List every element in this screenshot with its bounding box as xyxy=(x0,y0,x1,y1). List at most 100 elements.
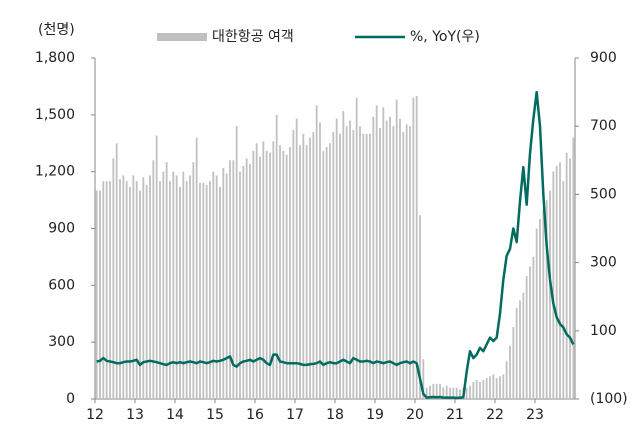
x-tick-label: 21 xyxy=(446,407,464,423)
bar xyxy=(265,150,268,399)
bar xyxy=(279,145,281,399)
bar xyxy=(102,181,105,399)
bar xyxy=(282,150,285,399)
bar xyxy=(405,124,408,400)
bar xyxy=(522,292,525,399)
y-tick-label: 1,200 xyxy=(35,164,75,180)
bar xyxy=(395,99,398,399)
bar xyxy=(289,147,291,399)
bar xyxy=(342,111,345,400)
bar xyxy=(172,171,175,399)
x-tick-label: 20 xyxy=(406,407,424,423)
bar xyxy=(305,145,308,399)
bar xyxy=(352,129,355,399)
bar xyxy=(219,186,221,399)
bar xyxy=(245,158,248,399)
bar xyxy=(355,97,358,400)
bar xyxy=(239,171,241,399)
bar xyxy=(369,133,371,399)
bar xyxy=(112,158,115,399)
bar xyxy=(375,105,378,399)
bar xyxy=(502,374,505,399)
bar xyxy=(329,143,331,399)
bar xyxy=(189,175,191,399)
bar xyxy=(389,116,391,399)
x-tick-label: 19 xyxy=(366,407,384,423)
bar xyxy=(205,184,208,399)
legend-swatch xyxy=(157,33,207,41)
bar xyxy=(452,387,455,399)
bar xyxy=(532,256,535,399)
x-tick-label: 22 xyxy=(486,407,504,423)
bar xyxy=(285,154,288,399)
x-tick-label: 14 xyxy=(166,407,184,423)
y-axis-title: (천명) xyxy=(38,22,75,38)
bar xyxy=(559,162,561,399)
bar xyxy=(495,378,498,399)
bar xyxy=(249,164,251,399)
bar xyxy=(179,186,181,399)
bar xyxy=(252,150,255,399)
x-tick-label: 18 xyxy=(326,407,344,423)
bar xyxy=(152,160,155,399)
legend-label: %, YoY(우) xyxy=(410,29,480,45)
bar xyxy=(429,385,431,399)
bar xyxy=(432,383,435,399)
bar xyxy=(512,327,515,399)
y2-tick-label: 900 xyxy=(590,50,617,66)
bar xyxy=(142,177,145,399)
bar xyxy=(435,383,438,399)
bar xyxy=(165,162,168,399)
x-tick-label: 17 xyxy=(286,407,304,423)
bar xyxy=(455,387,458,399)
bar xyxy=(225,173,228,399)
legend-label: 대한항공 여객 xyxy=(212,29,294,45)
bar xyxy=(529,266,531,399)
bar xyxy=(275,114,278,399)
line xyxy=(96,90,575,400)
bar xyxy=(422,359,425,399)
bar xyxy=(125,181,128,399)
y2-tick-label: (100) xyxy=(590,391,628,407)
bar xyxy=(515,308,518,399)
bar xyxy=(385,120,388,400)
y-tick-label: 1,800 xyxy=(35,50,75,66)
bar xyxy=(149,175,151,399)
bar xyxy=(535,228,538,399)
bar xyxy=(492,374,495,399)
bar xyxy=(412,97,415,400)
bar xyxy=(232,160,235,399)
bar xyxy=(372,116,375,399)
bar xyxy=(129,186,131,399)
bar xyxy=(465,387,468,399)
bar xyxy=(192,162,195,399)
bar xyxy=(449,387,451,399)
x-tick-label: 16 xyxy=(246,407,264,423)
bar xyxy=(202,183,205,399)
bar xyxy=(359,126,361,399)
bar xyxy=(119,179,121,399)
y-tick-label: 1,500 xyxy=(35,107,75,123)
bar xyxy=(209,181,211,399)
bar xyxy=(525,275,528,399)
bar xyxy=(122,175,125,399)
bar xyxy=(132,175,135,399)
bar xyxy=(229,160,231,399)
bar xyxy=(269,152,271,399)
bar xyxy=(195,137,198,400)
bar xyxy=(159,181,161,399)
bar xyxy=(545,200,548,399)
bar xyxy=(459,389,461,399)
x-tick-label: 13 xyxy=(126,407,144,423)
bar xyxy=(555,165,558,399)
bar xyxy=(315,105,318,399)
bar xyxy=(499,376,501,399)
bar xyxy=(339,133,341,399)
bar xyxy=(365,133,368,399)
bar xyxy=(259,156,261,399)
bar xyxy=(182,171,185,399)
bar xyxy=(105,181,108,399)
bar xyxy=(162,171,165,399)
y-tick-label: 900 xyxy=(48,221,75,237)
